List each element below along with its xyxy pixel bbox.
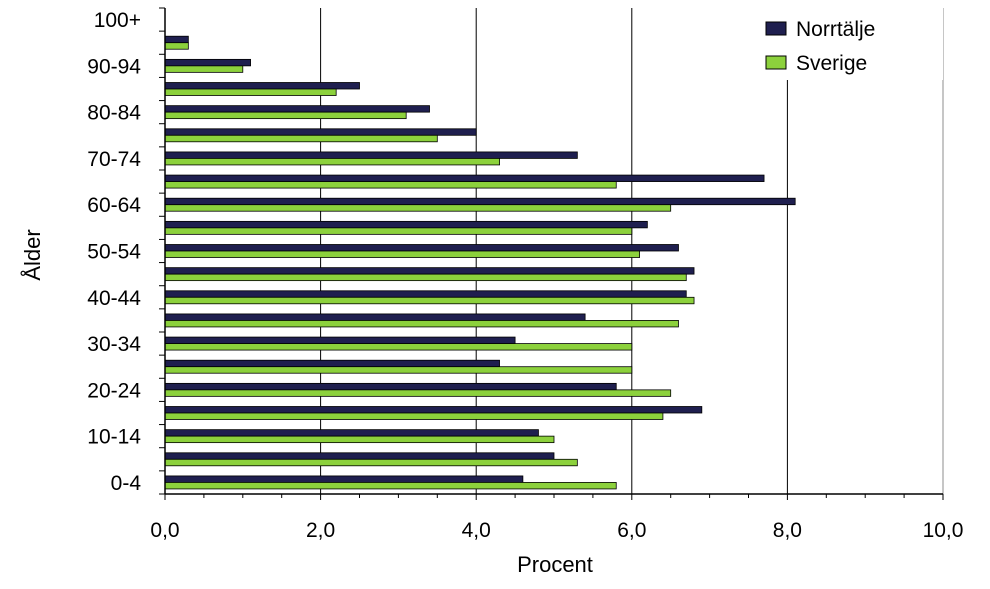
y-tick-label-80-84: 80-84: [87, 102, 141, 125]
y-tick-label-40-44: 40-44: [87, 287, 141, 310]
y-tick-labels: 0-4 10-14 20-24 30-34 40-44 50-54 60-64 70-74 80…: [87, 9, 141, 495]
x-tick-label-0: 0,0: [150, 519, 179, 542]
legend-swatch-norrtalje: [765, 21, 787, 36]
bar-norrtalje-55-59: [164, 220, 648, 229]
bar-norrtalje-90-94: [164, 58, 251, 67]
legend: Norrtälje Sverige: [748, 8, 943, 80]
bar-sverige-25-29: [164, 366, 633, 374]
bar-sverige-70-74: [164, 158, 500, 166]
bar-sverige-80-84: [164, 111, 407, 120]
bars: [164, 35, 796, 490]
y-tick-label-10-14: 10-14: [87, 426, 141, 449]
x-tick-label-1: 2,0: [306, 519, 335, 542]
bar-sverige-35-39: [164, 320, 679, 328]
legend-label-norrtalje: Norrtälje: [796, 18, 875, 41]
bar-sverige-40-44: [164, 296, 695, 305]
bar-sverige-65-69: [164, 181, 617, 189]
x-tick-label-3: 6,0: [617, 519, 646, 542]
y-tick-label-30-34: 30-34: [87, 333, 141, 356]
bar-sverige-85-89: [164, 88, 337, 96]
x-tick-label-5: 10,0: [923, 519, 964, 542]
y-tick-label-90-94: 90-94: [87, 55, 141, 78]
y-tick-label-60-64: 60-64: [87, 194, 141, 217]
bar-norrtalje-50-54: [164, 244, 679, 252]
y-axis-title: Ålder: [20, 229, 45, 280]
bar-norrtalje-10-14: [164, 429, 539, 437]
bar-sverige-10-14: [164, 435, 555, 444]
axes: [159, 7, 944, 500]
y-tick-label-20-24: 20-24: [87, 379, 141, 402]
bar-sverige-95-99: [164, 42, 189, 50]
bar-sverige-45-49: [164, 273, 687, 282]
bar-norrtalje-95-99: [164, 35, 189, 44]
bar-norrtalje-15-19: [164, 406, 703, 414]
legend-label-sverige: Sverige: [796, 52, 867, 75]
y-tick-label-0-4: 0-4: [111, 472, 142, 495]
x-tick-label-2: 4,0: [462, 519, 491, 542]
bar-norrtalje-70-74: [164, 151, 578, 159]
bar-sverige-15-19: [164, 412, 664, 420]
bar-sverige-75-79: [164, 134, 438, 143]
bar-norrtalje-75-79: [164, 128, 477, 136]
x-tick-label-4: 8,0: [773, 519, 802, 542]
bar-norrtalje-5-9: [164, 452, 555, 460]
bar-norrtalje-0-4: [164, 475, 524, 483]
bar-sverige-50-54: [164, 250, 640, 258]
bar-norrtalje-20-24: [164, 382, 617, 391]
bar-sverige-60-64: [164, 204, 672, 212]
bar-sverige-30-34: [164, 343, 633, 351]
bar-norrtalje-25-29: [164, 359, 500, 368]
y-tick-label-50-54: 50-54: [87, 241, 141, 264]
bar-sverige-90-94: [164, 65, 244, 73]
y-tick-label-70-74: 70-74: [87, 148, 141, 171]
legend-swatch-sverige: [765, 55, 787, 70]
bar-norrtalje-40-44: [164, 290, 687, 298]
bar-norrtalje-35-39: [164, 313, 586, 321]
bar-sverige-55-59: [164, 227, 633, 235]
bar-norrtalje-60-64: [164, 197, 796, 206]
y-tick-label-100+: 100+: [94, 9, 141, 32]
bar-norrtalje-30-34: [164, 336, 516, 344]
bar-sverige-0-4: [164, 482, 617, 490]
x-tick-labels: 0,0 2,0 4,0 6,0 8,0 10,0: [150, 519, 963, 542]
bar-norrtalje-80-84: [164, 105, 430, 113]
bar-sverige-5-9: [164, 458, 578, 467]
bar-norrtalje-65-69: [164, 174, 765, 182]
x-axis-title: Procent: [517, 552, 593, 577]
bar-norrtalje-85-89: [164, 82, 360, 90]
bar-sverige-20-24: [164, 389, 672, 397]
bar-norrtalje-45-49: [164, 267, 695, 275]
